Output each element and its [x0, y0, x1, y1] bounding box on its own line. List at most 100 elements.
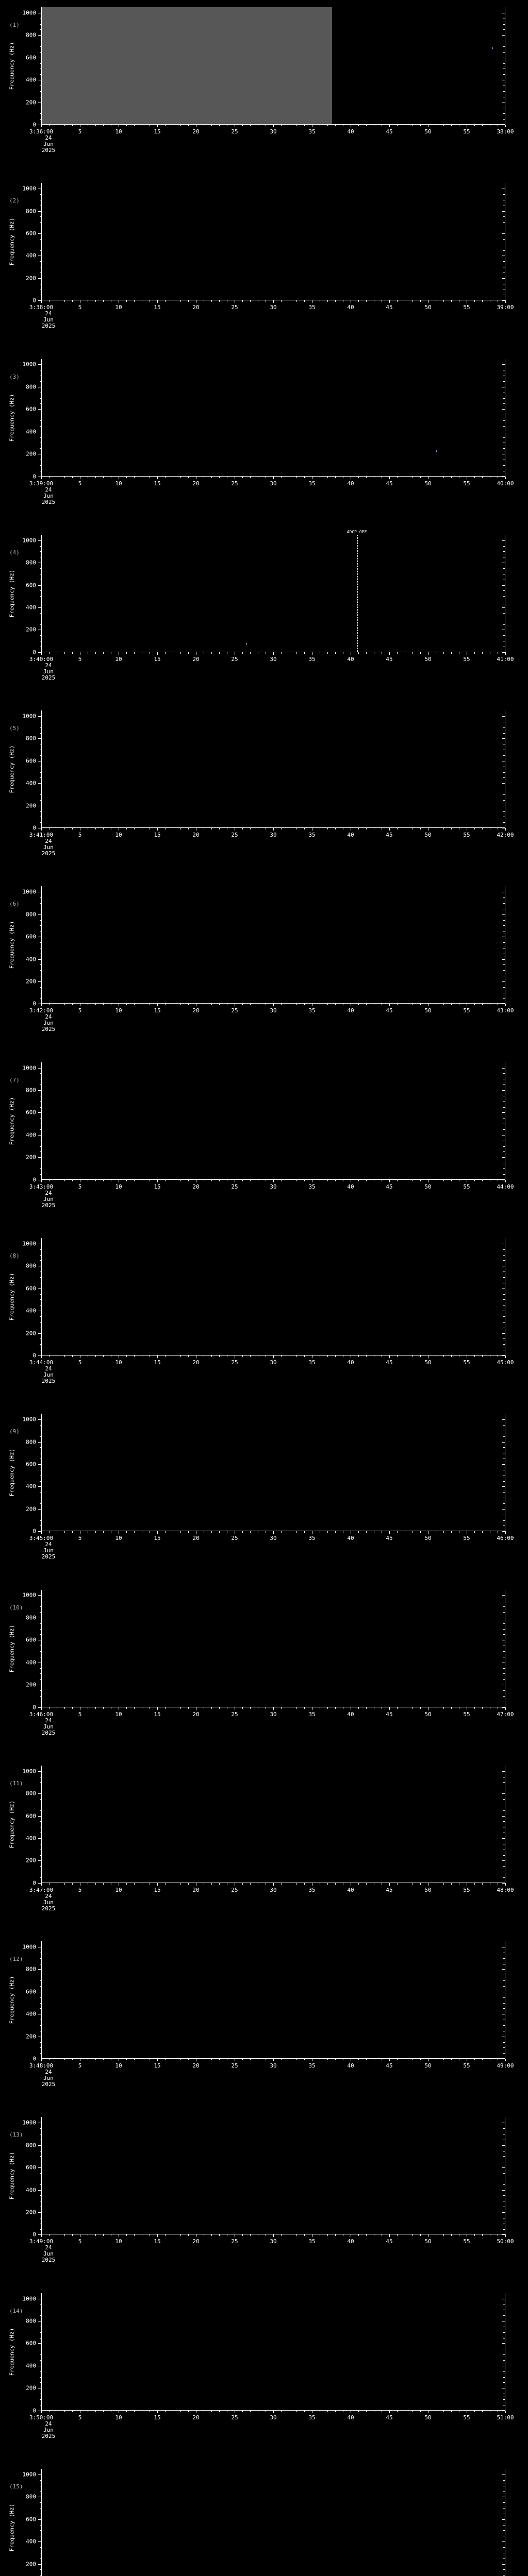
x-tick-minor [420, 1531, 421, 1533]
x-tick-label: 35 [308, 128, 316, 135]
x-tick [41, 2059, 42, 2062]
x-tick-minor [64, 1883, 65, 1885]
x-tick-minor [281, 1707, 282, 1709]
x-tick-minor [219, 652, 220, 654]
x-tick-minor [188, 2059, 189, 2061]
x-tick-label: 35 [308, 655, 316, 663]
y-tick-right-minor [503, 920, 505, 921]
x-tick-label: 20 [192, 128, 200, 135]
x-tick-minor [358, 300, 359, 302]
x-tick-minor [64, 2410, 65, 2412]
y-axis-label: Frequency (Hz) [7, 359, 16, 477]
x-tick-minor [281, 1355, 282, 1358]
y-tick-right [502, 1442, 505, 1443]
y-tick-right-minor [503, 1151, 505, 1153]
x-tick-minor [420, 1355, 421, 1358]
x-tick-label-end: 48:00 [497, 1886, 514, 1893]
x-tick [41, 1179, 42, 1182]
x-tick-label: 15 [154, 1710, 161, 1718]
x-tick-label-start: 3:49:00 [29, 2238, 54, 2245]
x-tick-label: 45 [386, 1535, 393, 1542]
x-tick-label: 5 [78, 304, 82, 311]
x-tick-minor [482, 1355, 483, 1358]
x-tick-label: 25 [231, 1359, 238, 1366]
x-tick-minor [180, 300, 181, 302]
x-tick-minor [219, 1004, 220, 1006]
x-tick-label: 55 [463, 1710, 470, 1718]
x-tick-label: 40 [347, 480, 354, 487]
x-tick-minor [327, 1355, 328, 1358]
plot-area [41, 2293, 505, 2411]
x-tick-minor [188, 2410, 189, 2412]
x-tick-minor [443, 476, 444, 478]
x-tick-minor [281, 828, 282, 830]
y-tick-right-minor [503, 755, 505, 756]
x-tick-label: 10 [115, 1886, 122, 1893]
y-tick-right [502, 1464, 505, 1465]
x-tick [273, 652, 274, 655]
x-tick-label: 10 [115, 1359, 122, 1366]
y-tick-right [502, 2541, 505, 2543]
x-tick-minor [64, 1179, 65, 1181]
y-tick-right-minor [503, 465, 505, 466]
y-tick-right-minor [503, 250, 505, 251]
x-tick [157, 1883, 158, 1886]
y-tick-right-minor [503, 1634, 505, 1635]
x-tick-minor [49, 1355, 50, 1358]
x-tick-label: 30 [270, 128, 277, 135]
x-tick-minor [64, 1531, 65, 1533]
y-axis-label: Frequency (Hz) [7, 2117, 16, 2234]
x-tick-minor [366, 2234, 367, 2236]
x-tick-label-start: 3:47:00 [29, 1886, 54, 1893]
y-tick-right-minor [503, 1101, 505, 1102]
x-tick-label-end: 38:00 [497, 128, 514, 135]
plot-area [41, 2117, 505, 2235]
x-tick-minor [327, 300, 328, 302]
x-tick-minor [451, 1531, 452, 1533]
y-tick-right-minor [503, 987, 505, 988]
x-tick-minor [296, 1531, 297, 1533]
x-tick-minor [49, 300, 50, 302]
x-tick [273, 476, 274, 479]
y-axis-label: Frequency (Hz) [7, 710, 16, 828]
y-tick-right [502, 1883, 505, 1884]
x-tick-minor [443, 1004, 444, 1006]
y-tick-label: 400 [26, 2538, 36, 2545]
x-tick-minor [126, 652, 127, 654]
y-tick-right-minor [503, 2003, 505, 2004]
data-point-marker [492, 47, 493, 49]
x-axis-date-label: 24 Jun 2025 [41, 1892, 56, 1912]
x-tick-minor [64, 1707, 65, 1709]
x-tick-label: 20 [192, 1183, 200, 1190]
x-tick-minor [281, 300, 282, 302]
y-tick-right-minor [503, 1129, 505, 1130]
plot-area [41, 1062, 505, 1180]
y-tick-right-minor [503, 1877, 505, 1878]
y-tick-label: 800 [26, 1087, 36, 1094]
x-tick [273, 1004, 274, 1007]
x-tick-minor [366, 300, 367, 302]
x-tick-label: 5 [78, 2062, 82, 2070]
x-tick-minor [327, 125, 328, 126]
x-tick [273, 828, 274, 831]
x-tick-minor [451, 652, 452, 654]
x-tick-minor [126, 1707, 127, 1709]
y-tick-right-minor [503, 239, 505, 240]
x-tick-label: 15 [154, 304, 161, 311]
x-tick [157, 2234, 158, 2238]
y-tick-right-minor [503, 2229, 505, 2230]
x-tick-minor [134, 300, 135, 302]
y-tick-right-minor [503, 1481, 505, 1482]
x-tick-minor [327, 1883, 328, 1885]
x-tick-label: 50 [424, 304, 432, 311]
x-tick-label: 25 [231, 480, 238, 487]
x-tick-label: 45 [386, 304, 393, 311]
y-tick-right-minor [503, 2547, 505, 2548]
x-tick-minor [165, 125, 166, 126]
y-tick-right-minor [503, 1084, 505, 1086]
x-tick-minor [49, 476, 50, 478]
x-tick [505, 652, 506, 655]
x-tick-minor [95, 476, 96, 478]
x-tick-label: 30 [270, 1183, 277, 1190]
panel-index-label: (14) [9, 2307, 23, 2314]
